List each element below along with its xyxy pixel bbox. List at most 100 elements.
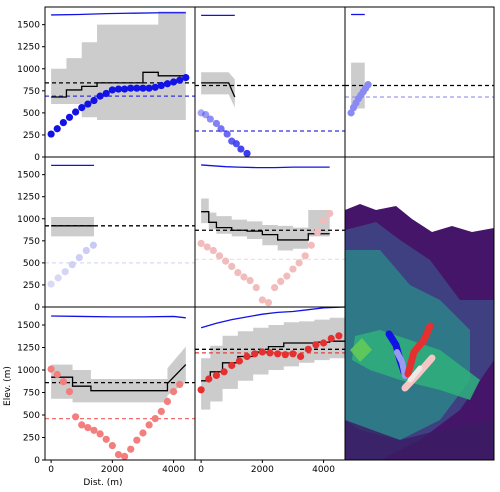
data-point xyxy=(246,276,254,285)
x-tick-label: 4000 xyxy=(312,465,335,475)
x-tick-label: 2000 xyxy=(101,465,124,475)
data-point xyxy=(90,426,98,434)
map-ridge-green xyxy=(352,330,480,400)
data-point xyxy=(327,334,335,343)
y-tick-label: 750 xyxy=(23,389,40,399)
y-tick-label: 1500 xyxy=(17,321,40,331)
y-tick-label: 0 xyxy=(34,303,40,313)
data-point xyxy=(84,424,92,432)
data-point xyxy=(151,415,159,423)
data-point xyxy=(335,332,343,340)
map-ridge-lime xyxy=(350,338,372,362)
data-point xyxy=(59,118,67,127)
data-point xyxy=(197,239,205,248)
data-point xyxy=(232,140,240,148)
map-frame xyxy=(344,156,495,461)
data-point xyxy=(274,350,282,358)
data-point xyxy=(47,365,55,373)
data-point xyxy=(108,86,116,94)
y-axis-label: Elev. (m) xyxy=(3,366,13,406)
data-point xyxy=(235,357,243,365)
data-point xyxy=(220,368,228,376)
y-tick-label: 1250 xyxy=(17,43,40,53)
data-point xyxy=(313,228,322,236)
median-line xyxy=(201,211,330,241)
data-point xyxy=(203,243,211,251)
data-point xyxy=(120,452,129,460)
data-point xyxy=(53,370,61,379)
y-tick-label: 500 xyxy=(23,411,40,421)
y-tick-label: 1500 xyxy=(17,21,40,31)
uncertainty-band xyxy=(51,217,94,237)
data-point xyxy=(47,130,55,138)
data-point xyxy=(120,85,129,93)
data-point xyxy=(157,407,165,415)
data-point xyxy=(307,241,315,249)
data-point xyxy=(295,259,303,267)
data-point xyxy=(114,451,123,459)
data-point xyxy=(169,388,178,396)
data-point xyxy=(223,130,231,138)
data-point xyxy=(163,397,172,406)
panel-row1-col1: 0 250 500 750 1000 1250 1500 xyxy=(17,6,196,163)
data-point xyxy=(84,100,92,108)
data-point xyxy=(212,119,221,128)
y-tick-label: 1250 xyxy=(17,344,40,354)
data-point xyxy=(237,145,245,153)
data-point xyxy=(258,296,266,304)
data-point xyxy=(301,252,309,260)
uncertainty-band xyxy=(201,72,235,108)
panels: 0 250 500 750 1000 1250 1500 0 250 500 750 1000 1250… xyxy=(17,6,495,475)
data-point xyxy=(277,277,285,286)
data-point xyxy=(72,108,80,116)
x-tick-label: 0 xyxy=(198,465,204,475)
uncertainty-band xyxy=(51,346,186,403)
data-point xyxy=(243,352,251,361)
data-point xyxy=(215,252,224,260)
data-point xyxy=(78,103,86,112)
data-point xyxy=(90,96,98,105)
profile-pale xyxy=(407,365,423,383)
panel-row3-col2: 0 2000 4000 xyxy=(194,306,346,475)
data-point xyxy=(75,253,83,262)
data-point xyxy=(72,413,80,421)
data-point xyxy=(47,280,55,288)
y-tick-label: 500 xyxy=(23,259,40,269)
data-point xyxy=(240,273,248,281)
data-point xyxy=(102,89,110,98)
panel-row3-col1: 0 250 500 750 1000 1250 1500 0 2000 4000 xyxy=(17,306,196,475)
map-panel xyxy=(344,156,495,461)
data-point xyxy=(176,380,184,388)
x-tick-label: 4000 xyxy=(162,465,185,475)
data-point xyxy=(209,246,217,255)
data-point xyxy=(139,84,147,92)
data-point xyxy=(266,349,274,357)
median-line xyxy=(51,71,186,98)
data-point xyxy=(258,348,266,356)
data-point xyxy=(251,350,259,358)
data-point xyxy=(364,81,372,89)
data-point xyxy=(212,371,221,379)
data-point xyxy=(182,73,190,82)
data-point xyxy=(326,209,334,218)
data-point xyxy=(102,435,110,443)
data-point xyxy=(96,92,104,100)
data-point xyxy=(127,84,135,92)
median-line xyxy=(201,82,236,98)
y-tick-label: 0 xyxy=(34,153,40,163)
y-tick-label: 0 xyxy=(34,456,40,466)
data-point xyxy=(139,429,147,437)
top-line xyxy=(51,12,186,16)
data-point xyxy=(197,386,205,394)
data-point xyxy=(252,283,260,292)
data-point xyxy=(61,268,69,276)
data-point xyxy=(228,361,236,370)
data-point xyxy=(114,85,123,93)
data-point xyxy=(157,81,165,90)
x-tick-label: 0 xyxy=(48,465,54,475)
data-point xyxy=(222,257,230,265)
profile-blue-light xyxy=(394,349,408,379)
profile-red xyxy=(404,322,434,378)
y-tick-label: 1250 xyxy=(17,193,40,203)
